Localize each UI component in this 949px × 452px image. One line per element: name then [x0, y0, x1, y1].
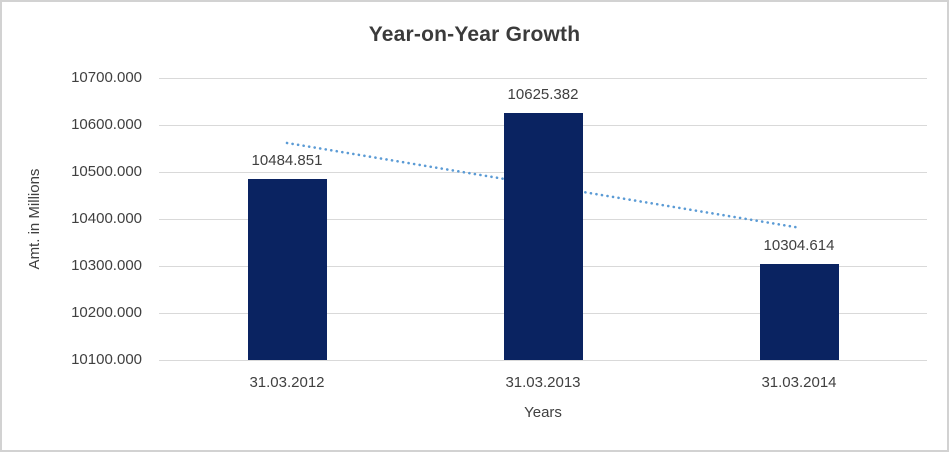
y-tick-label: 10500.000	[71, 163, 142, 180]
y-tick-label: 10200.000	[71, 304, 142, 321]
x-tick-label: 31.03.2012	[249, 374, 325, 391]
chart-title: Year-on-Year Growth	[368, 23, 581, 46]
y-tick-label: 10100.000	[71, 351, 142, 368]
data-label: 10625.382	[507, 86, 579, 104]
y-tick-label: 10400.000	[71, 210, 142, 227]
y-tick-label: 10300.000	[71, 257, 142, 274]
x-tick-label: 31.03.2013	[505, 374, 581, 391]
bar	[503, 113, 583, 360]
x-axis-title: Years	[524, 404, 562, 421]
trendline	[285, 141, 801, 229]
bar	[247, 179, 327, 360]
y-tick-label: 10700.000	[71, 69, 142, 86]
data-label: 10484.851	[251, 152, 323, 170]
gridline	[159, 360, 927, 361]
bar	[759, 263, 839, 360]
y-tick-label: 10600.000	[71, 116, 142, 133]
x-tick-label: 31.03.2014	[761, 374, 837, 391]
data-label: 10304.614	[763, 236, 835, 254]
gridline	[159, 78, 927, 79]
